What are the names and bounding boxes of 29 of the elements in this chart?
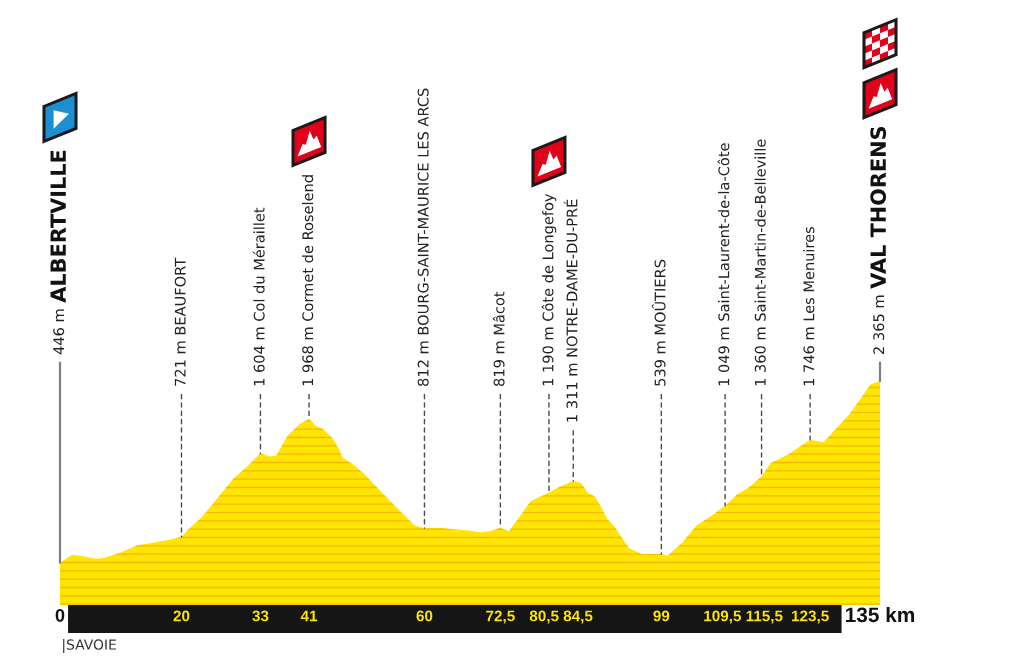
x-tick-label: 20 <box>173 610 190 622</box>
data-label: 1 604 m Col du Méraillet <box>252 207 265 386</box>
data-label: 1 746 m Les Menuires <box>803 227 815 386</box>
x-tick-label: 135 km <box>845 606 915 623</box>
data-label: 539 m MOÛTIERS <box>651 259 666 386</box>
data-label: 1 049 m Saint-Laurent-de-la-Côte <box>717 143 730 386</box>
data-label: 812 m BOURG-SAINT-MAURICE LES ARCS <box>417 88 429 386</box>
x-tick-label: 123,5 <box>792 610 829 624</box>
data-label: 721 m BEAUFORT <box>174 257 186 386</box>
text: VAL THORENS <box>870 126 887 289</box>
x-tick-label: 115,5 <box>746 610 783 624</box>
x-tick-label: 99 <box>653 610 670 622</box>
x-tick-label: 33 <box>252 610 269 622</box>
data-label: 1 360 m Saint-Martin-de-Belleville <box>754 139 766 386</box>
x-tick-label: 60 <box>416 610 433 622</box>
data-label: 819 m Mâcot <box>492 291 505 386</box>
x-tick-label: 80,5 <box>529 610 559 624</box>
x-tick-label: 0 <box>55 608 65 622</box>
data-label: 2 365 m <box>873 295 885 354</box>
text: |SAVOIE <box>63 639 116 653</box>
x-tick-label: 109,5 <box>704 610 742 624</box>
data-label: 1 190 m Côte de Longefoy <box>541 193 557 386</box>
x-tick-label: 84,5 <box>563 610 593 624</box>
data-label: 1 311 m NOTRE-DAME-DU-PRÉ <box>563 199 578 422</box>
text: ALBERTVILLE <box>50 150 66 303</box>
x-tick-label: 72,5 <box>486 610 515 624</box>
data-label: 446 m <box>53 309 65 355</box>
data-label: 1 968 m Cormet de Roselend <box>301 175 314 386</box>
x-tick-label: 41 <box>300 610 318 622</box>
